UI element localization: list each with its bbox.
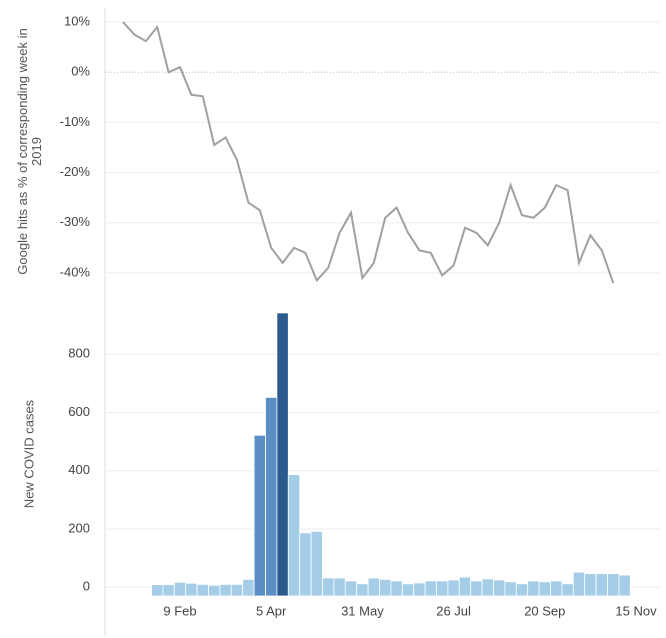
bar — [618, 574, 631, 597]
label-line: Google hits as % of corresponding week i… — [15, 28, 30, 274]
x-tick-label: 20 Sep — [524, 603, 565, 618]
bar — [561, 583, 574, 597]
bar — [162, 584, 175, 597]
x-tick-label: 31 May — [341, 603, 384, 618]
x-tick-label: 9 Feb — [163, 603, 196, 618]
bar — [458, 576, 472, 597]
bar — [276, 312, 289, 597]
bar — [333, 577, 346, 597]
bar — [356, 583, 369, 597]
y-tick-label: 400 — [68, 462, 90, 477]
bar — [242, 579, 255, 597]
line-series — [122, 21, 615, 284]
y-tick-label: -40% — [60, 264, 91, 279]
bar — [538, 581, 551, 597]
y-tick-label: -10% — [60, 114, 91, 129]
y-axis-label: New COVID cases — [21, 399, 36, 508]
y-tick-label: 0% — [71, 64, 90, 79]
bar — [265, 396, 278, 597]
bar — [230, 583, 244, 597]
label-line: 2019 — [29, 137, 44, 166]
bar — [572, 571, 586, 597]
bar — [424, 580, 437, 597]
bar — [470, 580, 483, 597]
bar — [173, 581, 187, 597]
y-tick-label: -20% — [60, 164, 91, 179]
bar — [310, 530, 323, 597]
x-tick-label: 26 Jul — [436, 603, 471, 618]
bar — [413, 582, 426, 597]
bar — [367, 577, 380, 597]
bar — [401, 583, 415, 597]
bar — [481, 578, 494, 597]
bar — [322, 577, 335, 597]
x-tick-label: 5 Apr — [256, 603, 287, 618]
y-axis-label: Google hits as % of corresponding week i… — [15, 28, 44, 274]
bar — [151, 584, 164, 597]
bar — [515, 583, 529, 597]
bar — [287, 474, 301, 597]
bar — [208, 584, 221, 597]
y-tick-label: -30% — [60, 214, 91, 229]
y-tick-label: 200 — [68, 520, 90, 535]
bar — [493, 579, 506, 597]
bar — [607, 573, 620, 597]
bar — [253, 434, 266, 597]
bar — [550, 580, 563, 597]
bar — [504, 581, 517, 597]
bar — [344, 580, 358, 597]
bar — [527, 580, 540, 597]
bar — [299, 532, 312, 597]
y-tick-label: 800 — [68, 346, 90, 361]
bar — [379, 579, 392, 597]
bar — [447, 579, 460, 597]
bar — [595, 573, 608, 597]
y-tick-label: 600 — [68, 404, 90, 419]
y-tick-label: 10% — [64, 13, 90, 28]
y-tick-label: 0 — [83, 579, 90, 594]
bar — [185, 582, 198, 597]
x-tick-label: 15 Nov — [615, 603, 657, 618]
bar — [196, 583, 209, 597]
bar — [584, 573, 597, 597]
bar — [219, 583, 232, 597]
bar — [436, 580, 449, 597]
bar — [390, 580, 403, 597]
